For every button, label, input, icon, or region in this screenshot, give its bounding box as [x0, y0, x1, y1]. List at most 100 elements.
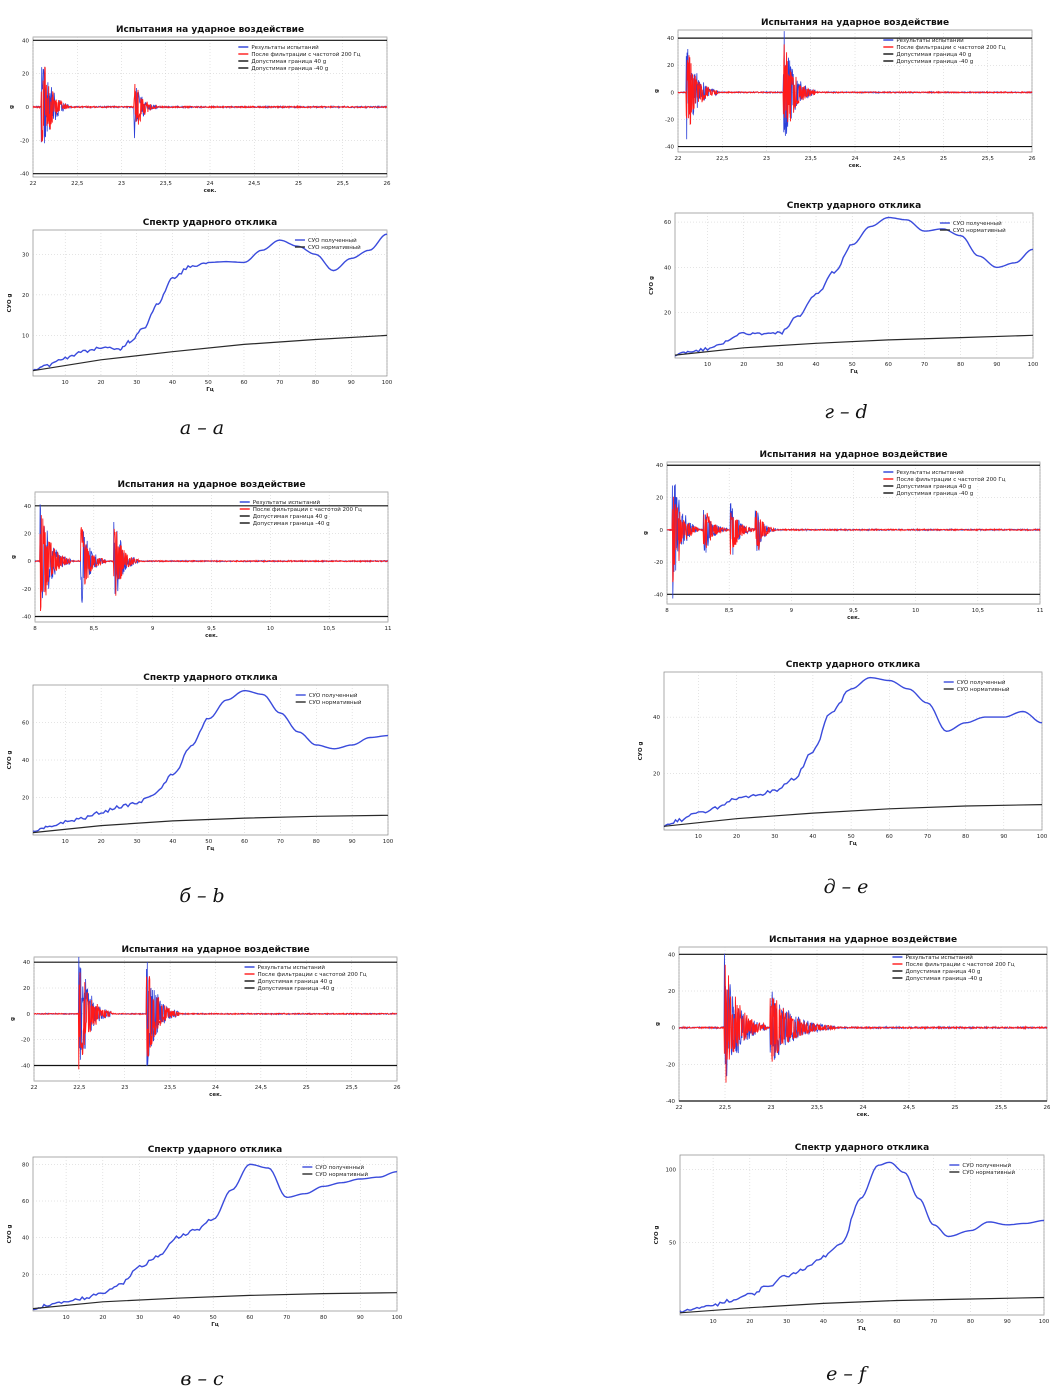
x-tick-label: 40	[813, 362, 820, 368]
x-tick-label: 9,5	[207, 626, 216, 632]
shock-chart: 22 22,5 23 23,5 24 24,5 25 25,5 26 40 20 0 -20 -40 Исп…	[9, 25, 391, 194]
x-tick-label: 23,5	[160, 181, 173, 187]
x-tick-label: 100	[392, 1315, 403, 1321]
y-tick-label: -40	[21, 1064, 30, 1070]
y-tick-label: 20	[653, 772, 660, 778]
x-tick-label: 10	[267, 626, 274, 632]
shock-chart: 22 22,5 23 23,5 24 24,5 25 25,5 26 40 20 0 -20 -40 Исп…	[655, 935, 1050, 1118]
chart-title: Испытания на ударное воздействие	[769, 935, 957, 945]
legend-entry: Допустимая граница -40 g	[258, 986, 335, 992]
panel-caption: е – f	[826, 1363, 869, 1385]
chart-title: Испытания на ударное воздействие	[759, 450, 947, 460]
chart-title: Спектр ударного отклика	[787, 201, 922, 211]
series-sro-measured-line	[32, 689, 389, 833]
x-tick-label: 50	[849, 362, 856, 368]
x-tick-label: 22,5	[71, 181, 84, 187]
x-tick-label: 11	[385, 626, 392, 632]
legend-entry: Результаты испытаний	[905, 954, 973, 961]
x-tick-label: 100	[1028, 362, 1039, 368]
x-tick-label: 25	[303, 1085, 310, 1091]
plot-area	[32, 229, 388, 377]
plot-area	[666, 461, 1041, 605]
y-tick-label: 40	[653, 715, 660, 721]
x-tick-label: 10	[704, 362, 711, 368]
y-tick-label: 80	[22, 1162, 29, 1168]
legend-entry: После фильтрации с частотой 200 Гц	[896, 476, 1005, 483]
y-axis-label: СУО g	[649, 276, 655, 295]
x-tick-label: 9	[151, 626, 155, 632]
x-axis-label: сек.	[209, 1092, 222, 1098]
x-tick-label: 100	[382, 380, 393, 386]
legend-entry: СУО полученный	[308, 237, 357, 244]
x-tick-label: 40	[809, 834, 816, 840]
series-sro-norm-line	[32, 814, 389, 834]
y-axis-label: СУО g	[7, 294, 13, 313]
panel-caption: г – d	[824, 401, 867, 423]
srs-chart: 10 20 30 40 50 60 70 80 90 100 60 40 20 Спектр ударно…	[649, 201, 1039, 375]
y-tick-label: -40	[20, 172, 29, 178]
x-tick-label: 90	[1000, 834, 1007, 840]
series-filtered-line	[34, 515, 389, 612]
y-tick-label: -40	[666, 1099, 675, 1105]
x-tick-label: 60	[886, 834, 893, 840]
series-sro-measured-line	[663, 676, 1043, 828]
x-tick-label: 50	[205, 839, 212, 845]
x-tick-label: 26	[394, 1085, 401, 1091]
x-tick-label: 25,5	[995, 1105, 1008, 1111]
series-sro-norm-line	[679, 1296, 1045, 1314]
y-tick-label: 20	[22, 796, 29, 802]
shock-chart: 22 22,5 23 23,5 24 24,5 25 25,5 26 40 20 0 -20 -40 Исп…	[654, 18, 1036, 169]
panel-caption: в – c	[180, 1368, 224, 1390]
legend-entry: После фильтрации с частотой 200 Гц	[253, 506, 362, 513]
y-tick-label: -20	[22, 587, 31, 593]
legend-entry: Допустимая граница 40 g	[896, 52, 971, 58]
series-sro-norm-line	[674, 334, 1034, 356]
chart-title: Спектр ударного отклика	[143, 218, 278, 228]
y-tick-label: 40	[664, 265, 671, 271]
x-tick-label: 24	[860, 1105, 867, 1111]
plot-area	[674, 212, 1034, 359]
x-tick-label: 40	[173, 1315, 180, 1321]
x-tick-label: 90	[1004, 1319, 1011, 1325]
x-tick-label: 25,5	[337, 181, 350, 187]
x-tick-label: 50	[210, 1315, 217, 1321]
x-tick-label: 70	[283, 1315, 290, 1321]
x-tick-label: 22,5	[716, 156, 729, 162]
y-tick-label: 40	[22, 758, 29, 764]
chart-title: Испытания на ударное воздействие	[121, 945, 309, 955]
y-tick-label: 20	[23, 986, 30, 992]
x-axis-label: Гц	[206, 387, 214, 393]
x-tick-label: 23,5	[811, 1105, 824, 1111]
x-tick-label: 80	[320, 1315, 327, 1321]
shock-chart: 8 8,5 9 9,5 10 10,5 11 40 20 0 -20 -40 Испытания на …	[643, 450, 1044, 621]
x-tick-label: 20	[97, 380, 104, 386]
y-axis-label: g	[9, 105, 15, 109]
y-axis-label: g	[655, 1022, 661, 1026]
y-tick-label: 100	[666, 1168, 677, 1174]
y-tick-label: 40	[656, 463, 663, 469]
y-tick-label: -20	[666, 1062, 675, 1068]
x-tick-label: 23,5	[805, 156, 818, 162]
y-tick-label: -20	[21, 1038, 30, 1044]
x-tick-label: 80	[957, 362, 964, 368]
x-tick-label: 22	[30, 181, 37, 187]
y-tick-label: -40	[654, 592, 663, 598]
y-tick-label: 20	[664, 311, 671, 317]
y-axis-label: СУО g	[638, 742, 644, 761]
legend-entry: Результаты испытаний	[258, 964, 326, 971]
legend-entry: Результаты испытаний	[896, 37, 964, 44]
y-tick-label: -20	[654, 560, 663, 566]
x-tick-label: 11	[1037, 608, 1044, 614]
series-filtered-line	[666, 496, 1041, 583]
legend-entry: СУО нормативный	[957, 686, 1010, 693]
shock-chart: 8 8,5 9 9,5 10 10,5 11 40 20 0 -20 -40 Испытания на …	[11, 480, 392, 639]
y-tick-label: -20	[665, 117, 674, 123]
legend-entry: СУО нормативный	[315, 1171, 368, 1178]
x-tick-label: 100	[383, 839, 394, 845]
x-axis-label: Гц	[850, 369, 858, 375]
y-tick-label: 40	[22, 1236, 29, 1242]
y-tick-label: 40	[668, 952, 675, 958]
y-tick-label: -20	[20, 138, 29, 144]
x-tick-label: 80	[967, 1319, 974, 1325]
y-tick-label: 40	[23, 960, 30, 966]
